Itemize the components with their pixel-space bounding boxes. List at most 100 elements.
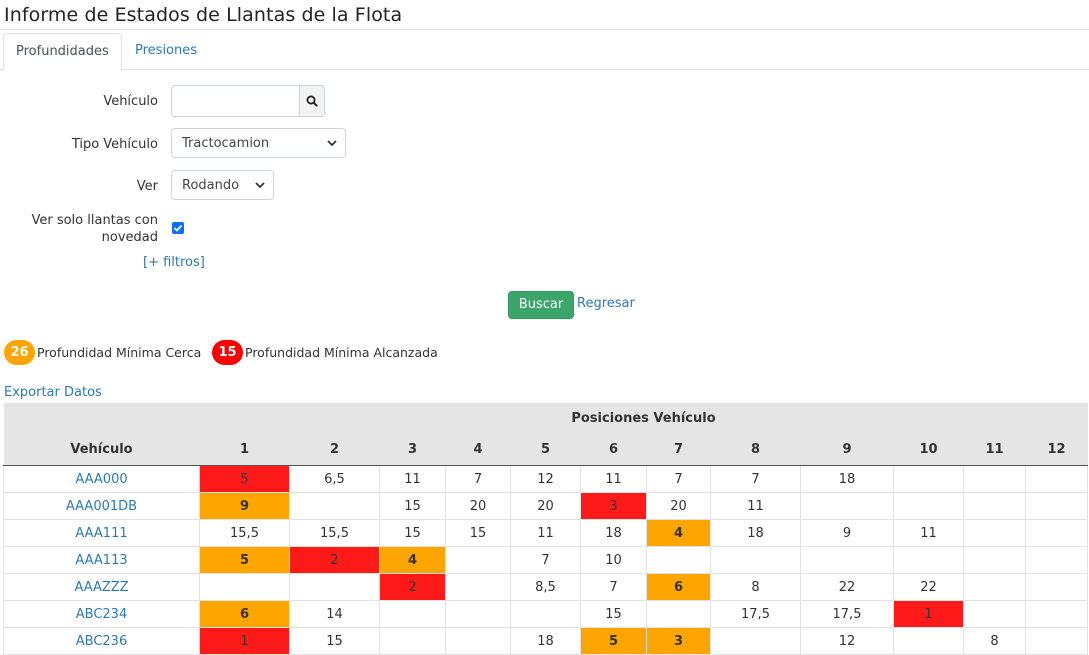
position-header-10: 10 xyxy=(893,433,964,466)
table-row: ABC234 6 14 15 17,5 17,5 1 xyxy=(3,600,1088,628)
table-row: ABC236 1 15 18 5 3 12 8 xyxy=(3,627,1088,655)
depth-cell xyxy=(445,573,511,601)
depth-cell: 7 xyxy=(510,546,581,574)
more-filters-link[interactable]: [+ filtros] xyxy=(143,255,205,270)
table-row: AAA113 5 2 4 7 10 xyxy=(3,546,1088,574)
depth-cell: 15 xyxy=(580,600,647,628)
depth-cell xyxy=(893,465,964,493)
tipo-vehiculo-select[interactable]: Tractocamion xyxy=(171,128,346,158)
depth-cell: 7 xyxy=(710,465,801,493)
tab-profundidades[interactable]: Profundidades xyxy=(3,33,122,71)
depth-cell: 11 xyxy=(893,519,964,547)
depth-cell: 4 xyxy=(646,519,711,547)
position-header-12: 12 xyxy=(1025,433,1088,466)
position-header-5: 5 xyxy=(510,433,581,466)
depth-cell xyxy=(963,546,1026,574)
depth-cell: 1 xyxy=(199,627,290,655)
table-row: AAAZZZ 2 8,5 7 6 8 22 22 xyxy=(3,573,1088,601)
tire-depth-table: Posiciones Vehículo Vehículo 1 2 3 4 5 6 7 8 9 10… xyxy=(3,403,1088,655)
position-header-8: 8 xyxy=(710,433,801,466)
vehicle-link[interactable]: ABC236 xyxy=(3,627,200,655)
legend-text-cerca: Profundidad Mínima Cerca xyxy=(37,345,202,360)
depth-cell: 7 xyxy=(580,573,647,601)
tipo-vehiculo-label: Tipo Vehículo xyxy=(71,137,158,152)
table-row: AAA111 15,5 15,5 15 15 11 18 4 18 9 11 xyxy=(3,519,1088,547)
depth-cell xyxy=(710,546,801,574)
depth-cell: 15 xyxy=(379,492,446,520)
ver-label: Ver xyxy=(136,179,158,194)
vehicle-link[interactable]: AAA113 xyxy=(3,546,200,574)
depth-cell xyxy=(646,546,711,574)
check-icon xyxy=(173,224,183,232)
regresar-link[interactable]: Regresar xyxy=(577,296,635,311)
depth-cell: 11 xyxy=(379,465,446,493)
depth-cell xyxy=(963,465,1026,493)
depth-cell: 8 xyxy=(963,627,1026,655)
vehiculo-input[interactable] xyxy=(171,85,300,117)
depth-cell: 5 xyxy=(580,627,647,655)
depth-cell xyxy=(963,600,1026,628)
depth-cell: 15,5 xyxy=(199,519,290,547)
depth-cell: 20 xyxy=(445,492,511,520)
depth-cell: 1 xyxy=(893,600,964,628)
depth-cell: 15 xyxy=(379,519,446,547)
depth-cell xyxy=(445,600,511,628)
depth-cell xyxy=(445,627,511,655)
depth-cell xyxy=(1025,465,1088,493)
depth-cell: 15,5 xyxy=(289,519,380,547)
depth-cell: 6 xyxy=(646,573,711,601)
tab-presiones[interactable]: Presiones xyxy=(135,43,198,58)
position-header-2: 2 xyxy=(289,433,380,466)
header-spacer xyxy=(3,403,200,433)
depth-cell xyxy=(646,600,711,628)
depth-cell xyxy=(289,573,380,601)
depth-cell xyxy=(199,573,290,601)
vehicle-link[interactable]: AAA001DB xyxy=(3,492,200,520)
ver-select[interactable]: Rodando xyxy=(171,170,274,200)
title-divider xyxy=(0,29,1089,30)
position-header-3: 3 xyxy=(379,433,446,466)
position-header-7: 7 xyxy=(646,433,711,466)
vehicle-link[interactable]: AAA111 xyxy=(3,519,200,547)
depth-cell: 17,5 xyxy=(710,600,801,628)
vehicle-link[interactable]: AAA000 xyxy=(3,465,200,493)
vehicle-link[interactable]: ABC234 xyxy=(3,600,200,628)
legend-badge-alcanzada: 15 xyxy=(212,340,243,365)
depth-cell xyxy=(379,627,446,655)
export-data-link[interactable]: Exportar Datos xyxy=(4,385,102,400)
depth-cell: 5 xyxy=(199,546,290,574)
positions-group-header: Posiciones Vehículo xyxy=(199,403,1088,433)
depth-cell: 12 xyxy=(800,627,894,655)
depth-cell: 9 xyxy=(800,519,894,547)
depth-cell xyxy=(510,600,581,628)
depth-cell: 7 xyxy=(445,465,511,493)
depth-cell: 12 xyxy=(510,465,581,493)
position-header-1: 1 xyxy=(199,433,290,466)
depth-cell xyxy=(893,627,964,655)
depth-cell xyxy=(1025,573,1088,601)
depth-cell xyxy=(289,492,380,520)
solo-novedad-checkbox[interactable] xyxy=(172,222,184,234)
position-header-11: 11 xyxy=(963,433,1026,466)
buscar-button[interactable]: Buscar xyxy=(508,291,574,319)
depth-cell xyxy=(963,519,1026,547)
depth-cell xyxy=(963,573,1026,601)
search-button[interactable] xyxy=(300,85,325,117)
chevron-down-icon xyxy=(255,182,265,189)
legend-text-alcanzada: Profundidad Mínima Alcanzada xyxy=(245,345,438,360)
tipo-vehiculo-value: Tractocamion xyxy=(182,136,270,151)
depth-cell: 5 xyxy=(199,465,290,493)
depth-cell xyxy=(1025,600,1088,628)
depth-cell: 7 xyxy=(646,465,711,493)
depth-cell: 17,5 xyxy=(800,600,894,628)
depth-cell: 20 xyxy=(510,492,581,520)
depth-cell: 18 xyxy=(580,519,647,547)
vehicle-link[interactable]: AAAZZZ xyxy=(3,573,200,601)
vehiculo-label: Vehículo xyxy=(103,94,158,109)
table-row: AAA000 5 6,5 11 7 12 11 7 7 18 xyxy=(3,465,1088,493)
position-header-6: 6 xyxy=(580,433,647,466)
depth-cell: 22 xyxy=(893,573,964,601)
depth-cell: 20 xyxy=(646,492,711,520)
search-icon xyxy=(306,95,318,107)
depth-cell: 15 xyxy=(289,627,380,655)
